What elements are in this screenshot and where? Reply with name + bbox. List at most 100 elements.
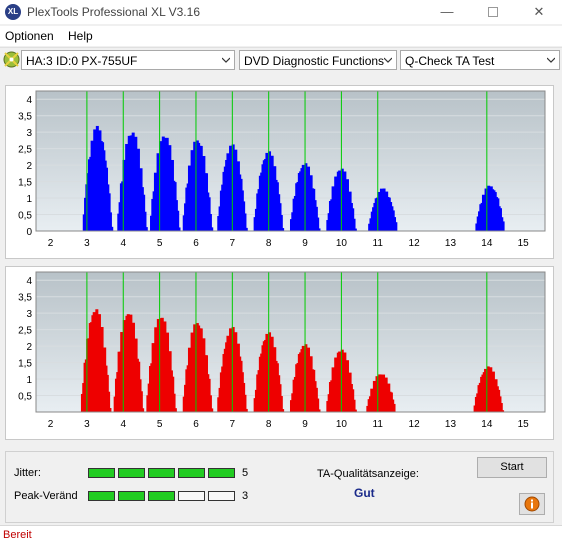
x-tick-label: 6 xyxy=(193,419,199,430)
data-bar xyxy=(173,408,177,412)
data-bar xyxy=(352,399,356,412)
y-tick-label: 0,5 xyxy=(18,392,32,403)
y-tick-label: 2,5 xyxy=(18,326,32,337)
jitter-label: Jitter: xyxy=(14,467,41,479)
data-bar xyxy=(208,395,212,412)
x-tick-label: 6 xyxy=(193,238,199,249)
level-segment xyxy=(88,468,115,478)
level-segment xyxy=(148,491,175,501)
data-bar xyxy=(317,228,321,231)
drive-icon xyxy=(3,51,20,68)
y-tick-label: 3,5 xyxy=(18,293,32,304)
start-button[interactable]: Start xyxy=(477,457,547,478)
y-tick-label: 1,5 xyxy=(18,178,32,189)
x-tick-label: 11 xyxy=(373,419,384,430)
y-tick-label: 2,5 xyxy=(18,145,32,156)
data-bar xyxy=(108,212,112,231)
data-bar xyxy=(243,394,247,412)
y-tick-label: 1 xyxy=(26,375,32,386)
plot-area xyxy=(36,91,545,231)
x-tick-label: 3 xyxy=(84,419,90,430)
window-title: PlexTools Professional XL V3.16 xyxy=(27,5,200,19)
data-bar xyxy=(279,215,283,231)
y-tick-label: 1,5 xyxy=(18,359,32,370)
x-tick-label: 4 xyxy=(120,238,126,249)
data-bar xyxy=(172,393,176,412)
data-bar xyxy=(176,210,180,231)
function-select-value: DVD Diagnostic Functions xyxy=(244,54,385,68)
x-tick-label: 7 xyxy=(230,419,236,430)
data-bar xyxy=(279,396,283,412)
level-segment xyxy=(118,468,145,478)
level-segment xyxy=(88,491,115,501)
menu-divider xyxy=(0,47,562,48)
data-bar xyxy=(210,227,214,231)
test-select[interactable]: Q-Check TA Test xyxy=(400,50,560,70)
level-segment xyxy=(118,491,145,501)
chart-top-svg: 0 0,5 1 1,5 2 2,5 3 3,5 4 2 3 4 5 6 7 8 9 10 11 12 13 14 15 xyxy=(18,90,546,249)
x-tick-label: 15 xyxy=(518,238,530,249)
data-bar xyxy=(108,408,112,412)
x-tick-label: 9 xyxy=(302,419,308,430)
app-logo-icon: XL xyxy=(5,4,21,20)
data-bar xyxy=(107,193,111,231)
level-segment xyxy=(208,468,235,478)
data-bar xyxy=(143,211,147,231)
status-text: Bereit xyxy=(3,529,32,541)
data-bar xyxy=(141,408,145,412)
x-tick-label: 2 xyxy=(48,238,54,249)
data-bar xyxy=(208,214,212,231)
data-bar xyxy=(501,221,505,231)
data-bar xyxy=(392,403,396,412)
menu-optionen[interactable]: Optionen xyxy=(5,29,54,43)
chevron-down-icon xyxy=(384,57,392,63)
data-bar xyxy=(317,409,321,412)
chart-bottom-svg: 0,5 1 1,5 2 2,5 3 3,5 4 2 3 4 5 6 7 8 9 10 11 12 13 14 15 xyxy=(18,271,546,430)
x-tick-label: 11 xyxy=(373,238,384,249)
level-segment xyxy=(178,491,205,501)
data-bar xyxy=(281,228,285,231)
x-tick-label: 8 xyxy=(266,419,272,430)
data-bar xyxy=(139,391,143,412)
data-bar xyxy=(210,408,214,412)
x-tick-label: 12 xyxy=(409,238,421,249)
data-bar xyxy=(107,391,111,412)
chevron-down-icon xyxy=(547,57,555,63)
data-bar xyxy=(244,408,248,412)
x-tick-label: 10 xyxy=(336,419,348,430)
level-segment xyxy=(148,468,175,478)
ta-quality-label: TA-Qualitätsanzeige: xyxy=(317,468,419,480)
x-tick-label: 7 xyxy=(230,238,236,249)
peak-value: 3 xyxy=(242,490,249,502)
drive-select[interactable]: HA:3 ID:0 PX-755UF xyxy=(21,50,235,70)
data-bar xyxy=(316,217,320,231)
close-icon[interactable]: ✕ xyxy=(533,4,545,19)
minimize-icon[interactable]: — xyxy=(440,4,454,19)
x-tick-label: 14 xyxy=(481,238,493,249)
y-tick-label: 0 xyxy=(26,227,32,238)
data-bar xyxy=(353,228,357,231)
peak-label: Peak-Veränd xyxy=(14,490,78,502)
data-bar xyxy=(499,403,503,412)
data-bar xyxy=(144,227,148,231)
peak-level-bar xyxy=(88,491,236,501)
y-tick-label: 3 xyxy=(26,309,32,320)
data-bar xyxy=(243,213,247,231)
maximize-icon[interactable] xyxy=(470,0,516,24)
x-tick-label: 15 xyxy=(518,419,530,430)
menu-bar: Optionen Help xyxy=(0,26,562,46)
data-bar xyxy=(281,409,285,412)
menu-help[interactable]: Help xyxy=(68,29,93,43)
data-bar xyxy=(110,226,114,231)
function-select[interactable]: DVD Diagnostic Functions xyxy=(239,50,397,70)
y-tick-label: 1 xyxy=(26,194,32,205)
info-button[interactable] xyxy=(519,493,545,515)
y-tick-label: 4 xyxy=(26,95,32,106)
data-bar xyxy=(353,409,357,412)
y-tick-label: 3 xyxy=(26,128,32,139)
level-segment xyxy=(208,491,235,501)
y-tick-label: 3,5 xyxy=(18,112,32,123)
jitter-level-bar xyxy=(88,468,236,478)
drive-select-value: HA:3 ID:0 PX-755UF xyxy=(26,54,138,68)
results-panel: Jitter: 5 Peak-Veränd 3 TA-Qualitätsanze… xyxy=(5,451,554,523)
